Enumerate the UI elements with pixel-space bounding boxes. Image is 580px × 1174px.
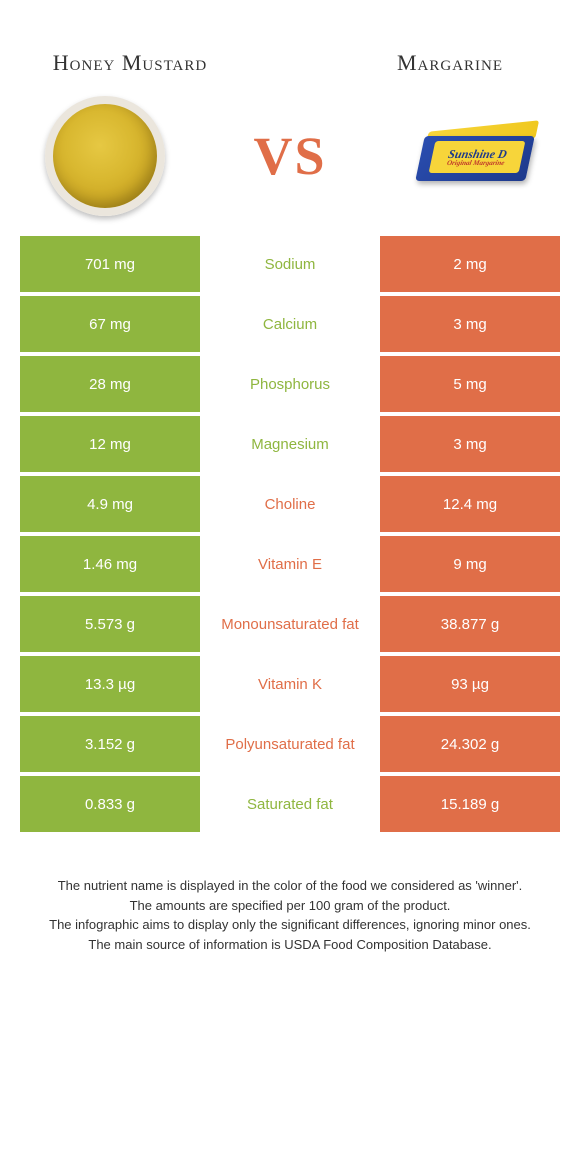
left-value-cell: 1.46 mg: [20, 536, 200, 592]
left-value-cell: 67 mg: [20, 296, 200, 352]
right-value-cell: 2 mg: [380, 236, 560, 292]
table-row: 13.3 µgVitamin K93 µg: [20, 656, 560, 712]
right-food-image: Sunshine DOriginal Margarine: [410, 91, 540, 221]
footer-line: The amounts are specified per 100 gram o…: [30, 896, 550, 916]
right-value-cell: 15.189 g: [380, 776, 560, 832]
images-row: VS Sunshine DOriginal Margarine: [0, 86, 580, 236]
left-food-title: Honey Mustard: [40, 50, 220, 76]
nutrient-name-cell: Magnesium: [200, 416, 380, 472]
right-value-cell: 38.877 g: [380, 596, 560, 652]
table-row: 28 mgPhosphorus5 mg: [20, 356, 560, 412]
mustard-bowl-icon: [45, 96, 165, 216]
table-row: 701 mgSodium2 mg: [20, 236, 560, 292]
footer-line: The nutrient name is displayed in the co…: [30, 876, 550, 896]
left-value-cell: 13.3 µg: [20, 656, 200, 712]
table-row: 0.833 gSaturated fat15.189 g: [20, 776, 560, 832]
table-row: 1.46 mgVitamin E9 mg: [20, 536, 560, 592]
vs-label: VS: [253, 125, 326, 187]
right-value-cell: 3 mg: [380, 416, 560, 472]
nutrient-name-cell: Vitamin K: [200, 656, 380, 712]
right-value-cell: 24.302 g: [380, 716, 560, 772]
nutrient-name-cell: Polyunsaturated fat: [200, 716, 380, 772]
table-row: 3.152 gPolyunsaturated fat24.302 g: [20, 716, 560, 772]
footer-notes: The nutrient name is displayed in the co…: [0, 836, 580, 954]
right-value-cell: 3 mg: [380, 296, 560, 352]
right-food-title: Margarine: [360, 50, 540, 76]
table-row: 4.9 mgCholine12.4 mg: [20, 476, 560, 532]
right-value-cell: 9 mg: [380, 536, 560, 592]
right-value-cell: 93 µg: [380, 656, 560, 712]
table-row: 5.573 gMonounsaturated fat38.877 g: [20, 596, 560, 652]
nutrient-name-cell: Choline: [200, 476, 380, 532]
right-value-cell: 5 mg: [380, 356, 560, 412]
nutrient-name-cell: Phosphorus: [200, 356, 380, 412]
table-row: 67 mgCalcium3 mg: [20, 296, 560, 352]
footer-line: The main source of information is USDA F…: [30, 935, 550, 955]
left-value-cell: 28 mg: [20, 356, 200, 412]
left-value-cell: 4.9 mg: [20, 476, 200, 532]
left-food-image: [40, 91, 170, 221]
left-value-cell: 12 mg: [20, 416, 200, 472]
left-value-cell: 3.152 g: [20, 716, 200, 772]
left-value-cell: 701 mg: [20, 236, 200, 292]
comparison-table: 701 mgSodium2 mg67 mgCalcium3 mg28 mgPho…: [0, 236, 580, 832]
header: Honey Mustard Margarine: [0, 0, 580, 86]
nutrient-name-cell: Calcium: [200, 296, 380, 352]
left-value-cell: 0.833 g: [20, 776, 200, 832]
margarine-pack-icon: Sunshine DOriginal Margarine: [410, 121, 540, 191]
table-row: 12 mgMagnesium3 mg: [20, 416, 560, 472]
nutrient-name-cell: Monounsaturated fat: [200, 596, 380, 652]
footer-line: The infographic aims to display only the…: [30, 915, 550, 935]
nutrient-name-cell: Sodium: [200, 236, 380, 292]
nutrient-name-cell: Vitamin E: [200, 536, 380, 592]
left-value-cell: 5.573 g: [20, 596, 200, 652]
nutrient-name-cell: Saturated fat: [200, 776, 380, 832]
right-value-cell: 12.4 mg: [380, 476, 560, 532]
